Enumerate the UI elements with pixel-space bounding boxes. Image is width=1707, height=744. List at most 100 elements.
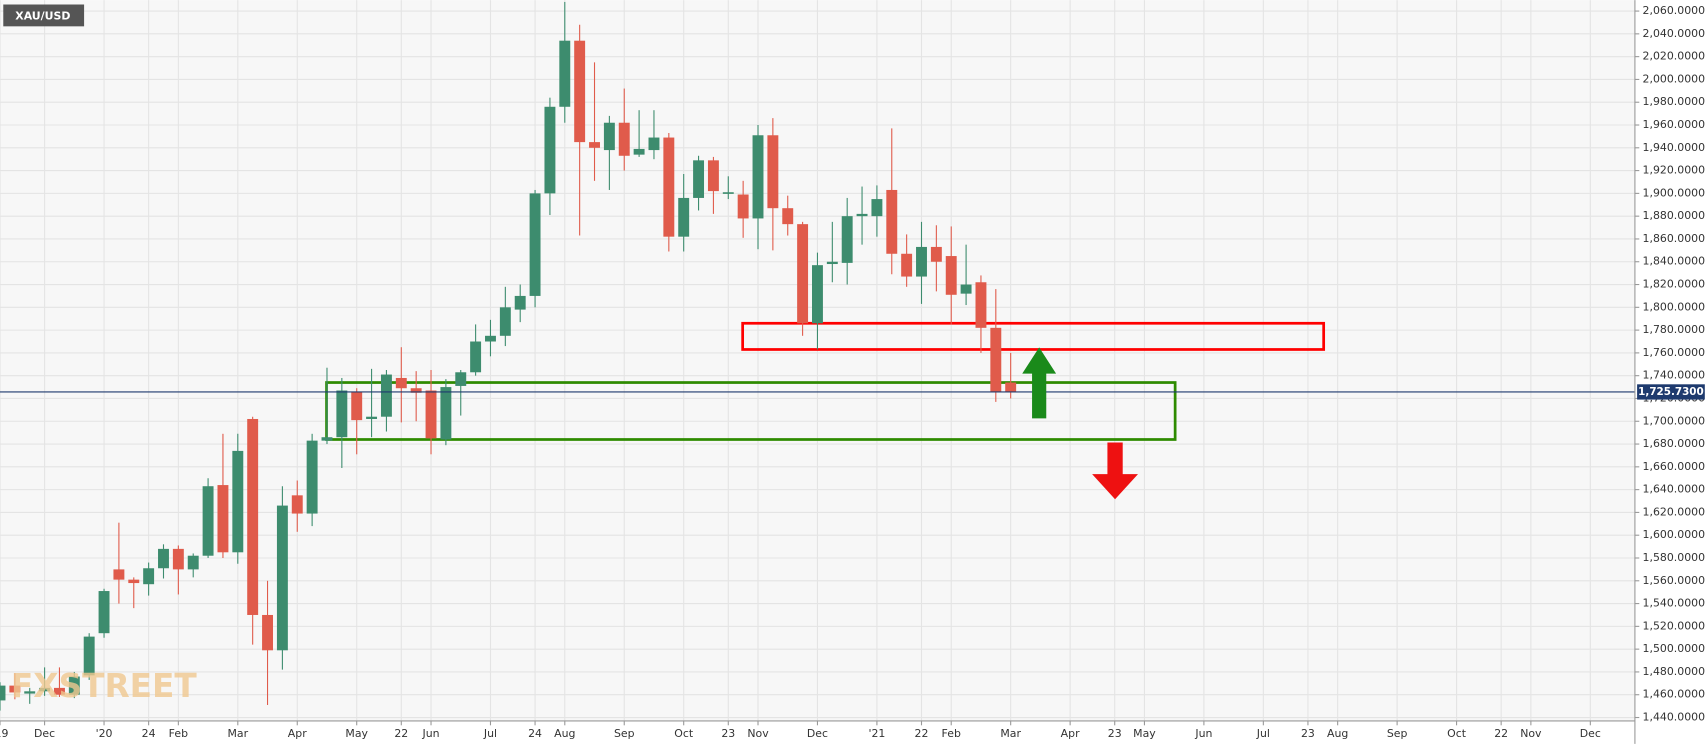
- candle-body: [24, 691, 36, 694]
- y-tick-label: 1,600.0000: [1643, 528, 1706, 541]
- down-arrow: [1092, 442, 1138, 500]
- price-zone: [741, 321, 1326, 351]
- y-tick-label: 2,020.0000: [1643, 50, 1706, 63]
- x-tick-label: May: [1133, 727, 1156, 740]
- candle-body: [916, 246, 927, 277]
- y-tick-label: 2,060.0000: [1643, 4, 1706, 17]
- x-tick-label: Feb: [169, 727, 188, 740]
- candle-body: [901, 253, 913, 277]
- y-tick-label: 1,980.0000: [1643, 95, 1706, 108]
- y-tick-label: 1,500.0000: [1643, 642, 1706, 655]
- x-tick-label: 22: [915, 727, 929, 740]
- y-tick-label: 1,960.0000: [1643, 118, 1706, 131]
- x-tick-label: Jun: [422, 727, 440, 740]
- candle-body: [98, 591, 110, 634]
- x-tick-label: Aug: [1327, 727, 1348, 740]
- candle-body: [663, 137, 675, 237]
- candle-body: [811, 265, 823, 324]
- y-tick-label: 1,760.0000: [1643, 346, 1706, 359]
- candle-body: [722, 192, 734, 194]
- candle-body: [217, 485, 229, 553]
- y-tick-label: 1,820.0000: [1643, 278, 1706, 291]
- candle-body: [529, 193, 541, 296]
- watermark: FXSTREET: [11, 667, 198, 705]
- candle-body: [0, 685, 6, 701]
- candle-body: [321, 437, 333, 441]
- y-tick-label: 1,460.0000: [1643, 688, 1706, 701]
- y-tick-label: 1,680.0000: [1643, 437, 1706, 450]
- y-tick-label: 1,580.0000: [1643, 551, 1706, 564]
- y-tick-label: 1,700.0000: [1643, 414, 1706, 427]
- up-arrow: [1022, 347, 1057, 419]
- candle-body: [276, 505, 288, 651]
- x-tick-label: 24: [528, 727, 542, 740]
- candle-body: [990, 327, 1002, 392]
- candle-body: [544, 106, 556, 194]
- y-tick-label: 1,800.0000: [1643, 300, 1706, 313]
- candle-body: [291, 495, 303, 514]
- candle-body: [930, 246, 942, 262]
- candle-body: [737, 194, 749, 219]
- y-tick-label: 1,560.0000: [1643, 574, 1706, 587]
- y-tick-label: 1,480.0000: [1643, 665, 1706, 678]
- axes: 1,440.0000 1,460.0000 1,480.0000 1,500.0000…: [0, 4, 1705, 740]
- candle-body: [618, 122, 630, 156]
- y-tick-label: 1,860.0000: [1643, 232, 1706, 245]
- candle-body: [767, 135, 779, 209]
- candle-body: [425, 390, 437, 439]
- candle-body: [306, 440, 318, 514]
- candle-body: [232, 450, 244, 553]
- candle-body: [351, 391, 363, 421]
- candle-body: [1005, 382, 1017, 392]
- candle-body: [574, 40, 586, 143]
- y-tick-label: 2,000.0000: [1643, 72, 1706, 85]
- candle-body: [380, 374, 392, 417]
- candle-body: [514, 295, 526, 310]
- candle-body: [945, 256, 957, 295]
- y-tick-label: 1,660.0000: [1643, 460, 1706, 473]
- candle-body: [633, 148, 645, 155]
- candle-body: [693, 160, 705, 198]
- candle-body: [960, 284, 972, 294]
- candle-body: [68, 676, 80, 695]
- candle-body: [871, 199, 883, 217]
- candle-body: [9, 685, 21, 693]
- candle-body: [247, 418, 259, 615]
- y-tick-label: 1,540.0000: [1643, 597, 1706, 610]
- x-tick-label: Jul: [483, 727, 497, 740]
- candle-body: [187, 555, 199, 570]
- candle-body: [143, 568, 155, 585]
- candle-body: [826, 261, 838, 265]
- candle-body: [752, 135, 764, 219]
- y-tick-label: 1,900.0000: [1643, 186, 1706, 199]
- candle-body: [485, 335, 496, 342]
- x-tick-label: Dec: [34, 727, 55, 740]
- candle-body: [410, 388, 422, 393]
- y-tick-label: 1,840.0000: [1643, 255, 1706, 268]
- x-tick-label: 24: [142, 727, 156, 740]
- candle-body: [797, 224, 809, 324]
- candle-body: [158, 548, 169, 569]
- y-tick-label: 1,780.0000: [1643, 323, 1706, 336]
- chart-title: XAU/USD: [15, 10, 70, 23]
- x-tick-label: Feb: [942, 727, 961, 740]
- x-tick-label: Mar: [228, 727, 249, 740]
- candle-body: [841, 216, 853, 263]
- candle-body: [856, 213, 868, 217]
- x-tick-label: 23: [721, 727, 735, 740]
- x-tick-label: Nov: [1520, 727, 1542, 740]
- x-tick-label: Sep: [614, 727, 635, 740]
- x-tick-label: '20: [96, 727, 113, 740]
- y-tick-label: 1,880.0000: [1643, 209, 1706, 222]
- candle-body: [172, 548, 184, 570]
- candle-body: [39, 687, 51, 692]
- candle-body: [395, 377, 407, 389]
- last-price-box: [1637, 384, 1705, 400]
- x-tick-label: Dec: [807, 727, 828, 740]
- grid: [0, 0, 1635, 721]
- x-tick-label: Aug: [554, 727, 575, 740]
- x-tick-label: Oct: [1447, 727, 1467, 740]
- y-tick-label: 1,640.0000: [1643, 483, 1706, 496]
- candles: [0, 1, 1635, 711]
- candle-body: [648, 137, 660, 151]
